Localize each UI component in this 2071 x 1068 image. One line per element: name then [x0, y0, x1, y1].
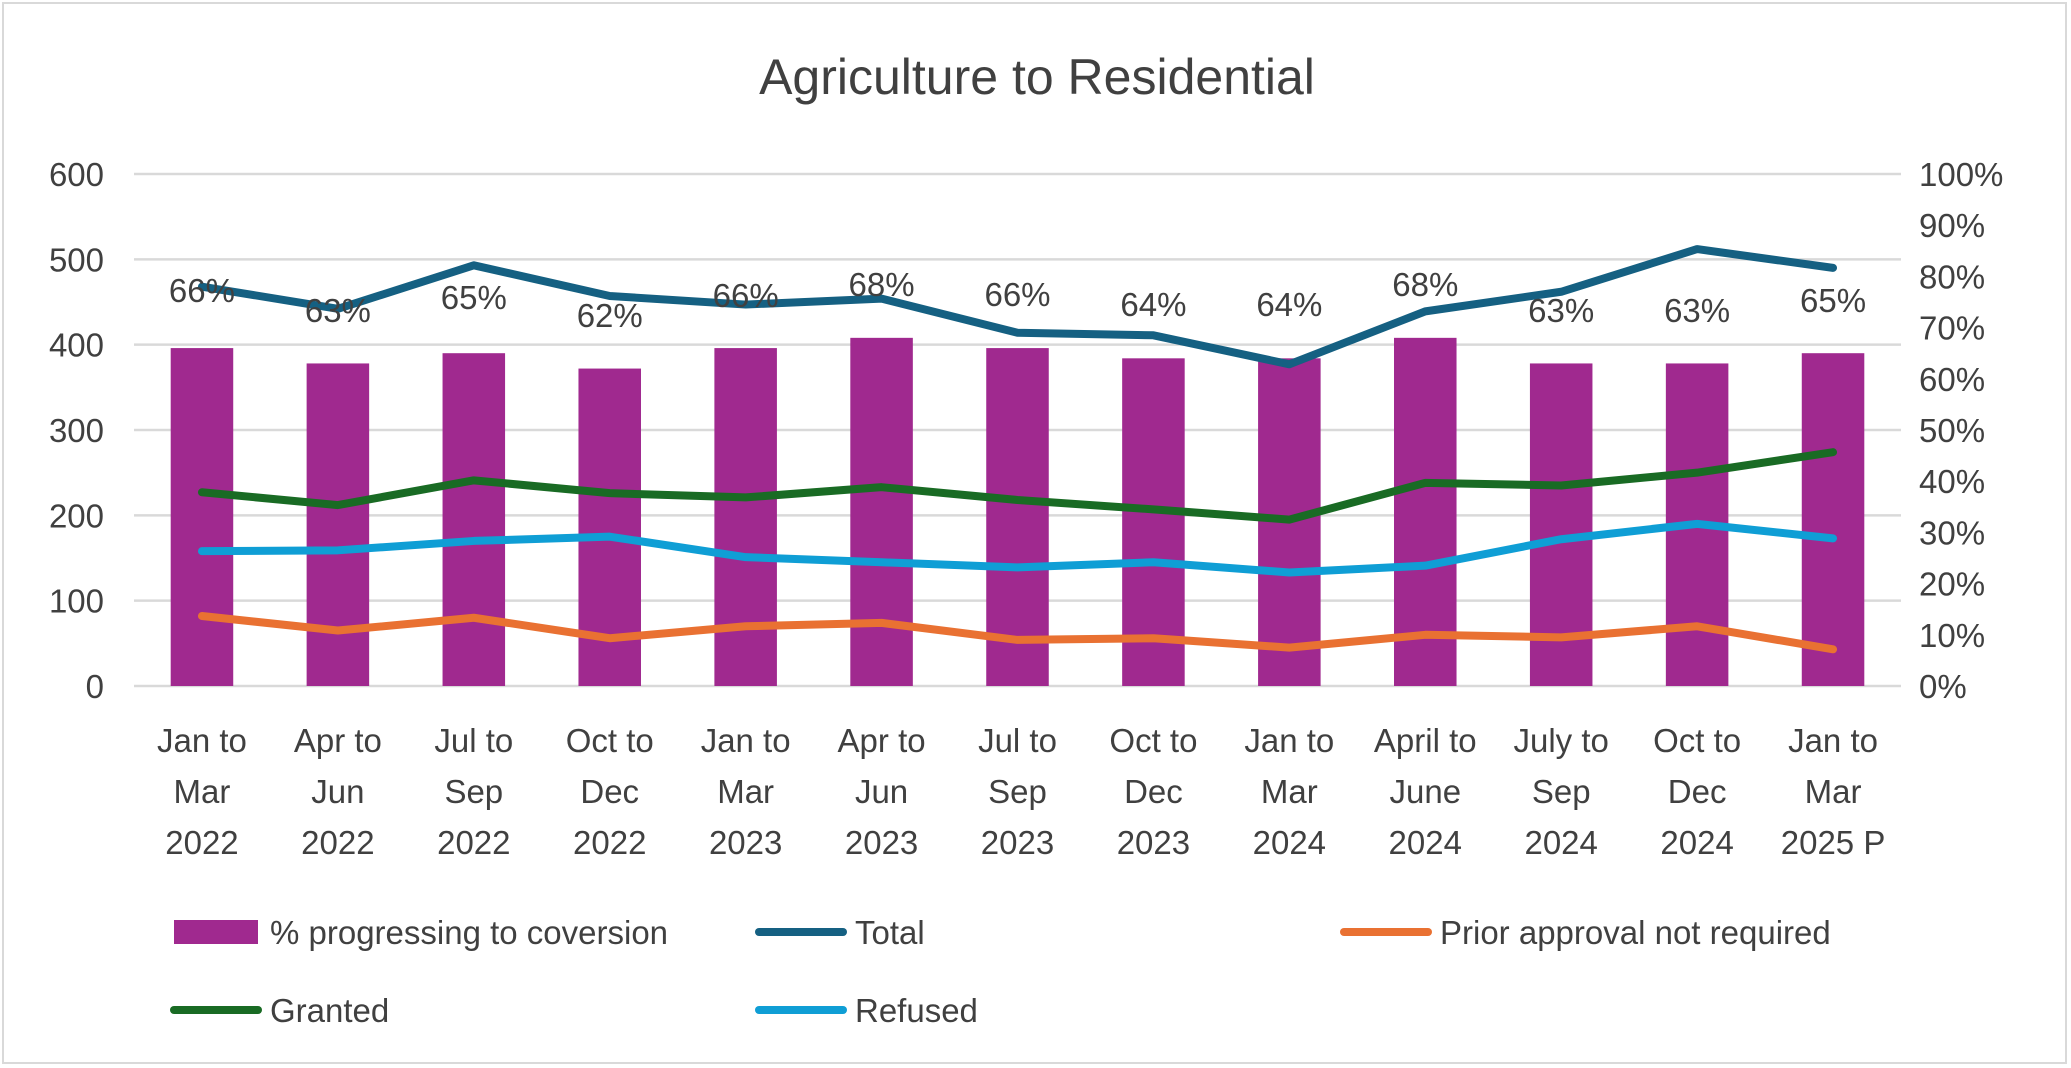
left-tick-label: 200: [49, 497, 104, 534]
legend-label: Refused: [855, 992, 978, 1029]
data-label: 66%: [169, 272, 235, 309]
data-label: 63%: [1664, 292, 1730, 329]
category-label: 2022: [165, 824, 238, 861]
right-tick-label: 50%: [1919, 412, 1985, 449]
bar: [442, 353, 506, 686]
legend-label: Prior approval not required: [1440, 914, 1831, 951]
category-label: 2024: [1389, 824, 1462, 861]
category-label: Jul to: [978, 722, 1057, 759]
category-label: 2025 P: [1781, 824, 1886, 861]
legend-label: Granted: [270, 992, 389, 1029]
right-tick-label: 0%: [1919, 668, 1967, 705]
data-label: 68%: [849, 266, 915, 303]
bar: [986, 348, 1049, 686]
category-label: Jun: [855, 773, 908, 810]
right-tick-label: 10%: [1919, 617, 1985, 654]
right-tick-label: 80%: [1919, 258, 1985, 295]
right-tick-label: 70%: [1919, 310, 1985, 347]
category-label: Oct to: [1653, 722, 1741, 759]
right-tick-label: 100%: [1919, 156, 2003, 193]
data-label: 66%: [713, 277, 779, 314]
category-label: Mar: [1805, 773, 1862, 810]
chart-title: Agriculture to Residential: [759, 49, 1315, 105]
category-label: Jan to: [157, 722, 247, 759]
right-tick-label: 60%: [1919, 361, 1985, 398]
bar: [850, 337, 913, 686]
data-label: 65%: [1800, 282, 1866, 319]
data-label: 64%: [1256, 286, 1322, 323]
left-tick-label: 600: [49, 156, 104, 193]
category-label: Sep: [1532, 773, 1591, 810]
bar: [1122, 358, 1185, 686]
legend-swatch: [174, 920, 258, 944]
category-label: Dec: [580, 773, 639, 810]
chart: Agriculture to Residential 66% 63% 65% 62% 6…: [49, 49, 2003, 1029]
category-label: 2023: [981, 824, 1054, 861]
line-granted: [197, 448, 1838, 524]
category-label: 2023: [845, 824, 918, 861]
data-label: 63%: [1528, 292, 1594, 329]
category-label: Sep: [444, 773, 503, 810]
category-label: Apr to: [838, 722, 926, 759]
category-label: Jul to: [434, 722, 513, 759]
left-tick-label: 100: [49, 583, 104, 620]
data-label: 66%: [984, 276, 1050, 313]
bar: [1394, 337, 1457, 686]
category-label: Dec: [1124, 773, 1183, 810]
legend-label: Total: [855, 914, 925, 951]
category-label: Dec: [1668, 773, 1727, 810]
category-label: Jan to: [701, 722, 791, 759]
category-label: 2022: [437, 824, 510, 861]
left-tick-label: 300: [49, 412, 104, 449]
category-label: Apr to: [294, 722, 382, 759]
bar: [170, 348, 234, 686]
left-tick-label: 0: [86, 668, 104, 705]
line-refused: [197, 519, 1838, 577]
category-label: Mar: [1261, 773, 1318, 810]
right-tick-label: 20%: [1919, 566, 1985, 603]
category-label: Oct to: [566, 722, 654, 759]
line-prior-approval-not-required: [197, 612, 1838, 654]
category-label: Jun: [311, 773, 364, 810]
bar: [306, 363, 370, 686]
category-label: 2024: [1660, 824, 1733, 861]
category-label: 2023: [709, 824, 782, 861]
right-tick-label: 90%: [1919, 207, 1985, 244]
data-label: 63%: [305, 292, 371, 329]
category-label: 2024: [1524, 824, 1597, 861]
category-label: 2022: [301, 824, 374, 861]
data-label: 64%: [1120, 286, 1186, 323]
legend-label: % progressing to coversion: [270, 914, 668, 951]
category-label: 2023: [1117, 824, 1190, 861]
data-label: 62%: [577, 297, 643, 334]
category-label: Mar: [174, 773, 231, 810]
data-label: 68%: [1392, 266, 1458, 303]
category-label: Jan to: [1244, 722, 1334, 759]
left-tick-label: 500: [49, 241, 104, 278]
bar: [714, 348, 777, 686]
category-label: 2022: [573, 824, 646, 861]
category-label: June: [1389, 773, 1461, 810]
line-total: [197, 245, 1838, 369]
bar: [1801, 353, 1865, 686]
right-tick-label: 40%: [1919, 463, 1985, 500]
data-label: 65%: [441, 279, 507, 316]
category-label: April to: [1374, 722, 1477, 759]
left-tick-label: 400: [49, 327, 104, 364]
category-label: July to: [1514, 722, 1609, 759]
right-tick-label: 30%: [1919, 514, 1985, 551]
category-label: Oct to: [1109, 722, 1197, 759]
category-label: 2024: [1253, 824, 1326, 861]
category-label: Mar: [717, 773, 774, 810]
category-label: Jan to: [1788, 722, 1878, 759]
category-label: Sep: [988, 773, 1047, 810]
